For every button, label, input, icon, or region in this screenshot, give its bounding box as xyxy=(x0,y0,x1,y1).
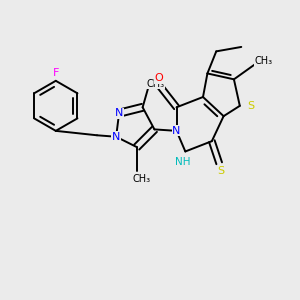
Text: NH: NH xyxy=(175,157,190,167)
Text: O: O xyxy=(154,74,163,83)
Text: S: S xyxy=(217,167,224,176)
Text: N: N xyxy=(112,132,120,142)
Text: N: N xyxy=(115,108,123,118)
Text: N: N xyxy=(172,126,181,136)
Text: CH₃: CH₃ xyxy=(147,79,165,89)
Text: S: S xyxy=(248,101,255,111)
Text: F: F xyxy=(52,68,59,78)
Text: CH₃: CH₃ xyxy=(255,56,273,66)
Text: CH₃: CH₃ xyxy=(132,174,150,184)
